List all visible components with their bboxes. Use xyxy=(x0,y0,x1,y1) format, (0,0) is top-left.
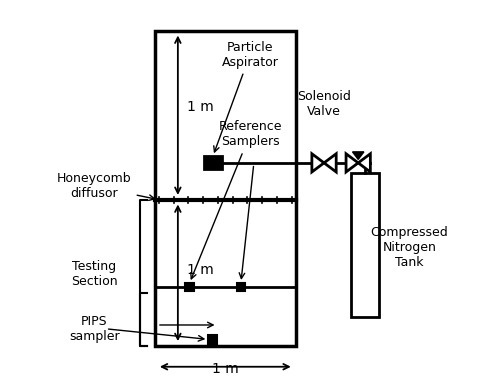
Polygon shape xyxy=(358,154,370,172)
Text: Solenoid
Valve: Solenoid Valve xyxy=(297,90,351,118)
Bar xyxy=(236,283,245,291)
Bar xyxy=(204,156,222,169)
Text: 1 m: 1 m xyxy=(188,263,214,277)
Polygon shape xyxy=(352,152,364,159)
Bar xyxy=(186,283,194,291)
Bar xyxy=(208,335,218,344)
Polygon shape xyxy=(346,154,358,172)
Polygon shape xyxy=(312,154,324,172)
Bar xyxy=(350,173,379,317)
Text: Reference
Samplers: Reference Samplers xyxy=(191,120,282,279)
Text: PIPS
sampler: PIPS sampler xyxy=(69,315,119,343)
Text: 1 m: 1 m xyxy=(188,100,214,114)
Bar xyxy=(155,31,296,346)
Text: Compressed
Nitrogen
Tank: Compressed Nitrogen Tank xyxy=(370,226,448,268)
Text: Testing
Section: Testing Section xyxy=(71,260,118,288)
Text: 1 m: 1 m xyxy=(212,362,238,376)
Text: Honeycomb
diffusor: Honeycomb diffusor xyxy=(57,172,154,201)
Polygon shape xyxy=(324,154,336,172)
Text: Particle
Aspirator: Particle Aspirator xyxy=(214,41,278,152)
